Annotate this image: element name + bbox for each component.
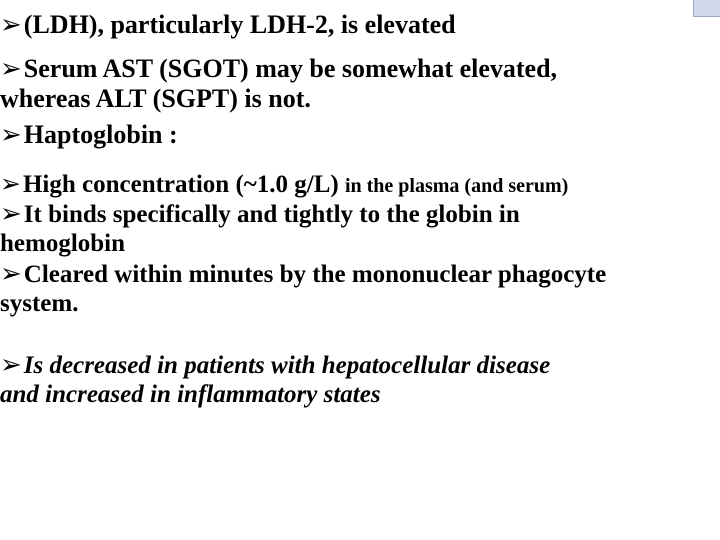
text-clear2: system. <box>0 290 78 317</box>
bullet-binds-line1: ➢It binds specifically and tightly to th… <box>0 199 708 230</box>
text-binds2: hemoglobin <box>0 230 125 257</box>
bullet-ast-line1: ➢Serum AST (SGOT) may be somewhat elevat… <box>0 54 708 84</box>
chevron-right-icon: ➢ <box>0 259 22 289</box>
bullet-decreased-line2: and increased in inflammatory states <box>0 381 708 410</box>
text-hapto: Haptoglobin : <box>24 120 178 149</box>
text-dec2: and increased in inflammatory states <box>0 381 381 408</box>
text-binds1: It binds specifically and tightly to the… <box>24 201 520 228</box>
text-clear1: Cleared within minutes by the mononuclea… <box>24 261 606 288</box>
bullet-binds-line2: hemoglobin <box>0 230 708 259</box>
bullet-haptoglobin: ➢Haptoglobin : <box>0 120 708 150</box>
chevron-right-icon: ➢ <box>0 350 22 380</box>
chevron-right-icon: ➢ <box>0 120 22 150</box>
chevron-right-icon: ➢ <box>0 10 22 40</box>
slide-container: ➢(LDH), particularly LDH-2, is elevated … <box>0 0 720 540</box>
text-conc-b: in the plasma (and serum) <box>345 175 568 197</box>
bullet-cleared-line2: system. <box>0 290 708 319</box>
text-conc-a: High concentration (~1.0 g/L) <box>23 171 345 198</box>
bullet-cleared-line1: ➢Cleared within minutes by the mononucle… <box>0 259 708 290</box>
spacer <box>0 318 708 350</box>
bullet-decreased-line1: ➢Is decreased in patients with hepatocel… <box>0 350 708 381</box>
bullet-ldh: ➢(LDH), particularly LDH-2, is elevated <box>0 10 708 40</box>
bullet-concentration: ➢High concentration (~1.0 g/L) in the pl… <box>0 170 708 200</box>
spacer <box>0 156 708 170</box>
bullet-ast-line2: whereas ALT (SGPT) is not. <box>0 84 708 114</box>
text-dec1: Is decreased in patients with hepatocell… <box>24 352 550 379</box>
chevron-right-icon: ➢ <box>0 170 21 199</box>
chevron-right-icon: ➢ <box>0 54 22 84</box>
text-ldh: (LDH), particularly LDH-2, is elevated <box>24 10 456 39</box>
text-ast1: Serum AST (SGOT) may be somewhat elevate… <box>24 54 557 83</box>
spacer <box>0 46 708 54</box>
text-ast2: whereas ALT (SGPT) is not. <box>0 84 311 113</box>
corner-decoration <box>693 0 720 17</box>
chevron-right-icon: ➢ <box>0 199 22 229</box>
